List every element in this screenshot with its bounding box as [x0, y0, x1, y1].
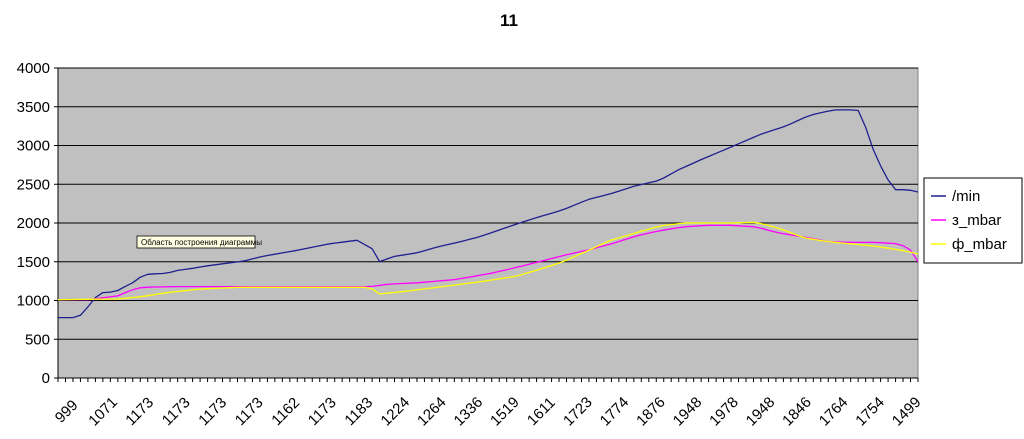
x-tick-label: 1183 [341, 394, 376, 429]
x-tick-label: 1611 [524, 394, 559, 429]
x-axis: 999 1071 1173 1173 1173 1173 1162 1173 1183 1224 1… [52, 377, 925, 430]
y-tick-label: 1500 [17, 254, 50, 271]
legend-label: /min [952, 188, 980, 205]
x-tick-label: 1948 [743, 394, 779, 430]
series-line-2 [57, 221, 919, 301]
x-tick-label: 1499 [889, 394, 925, 430]
x-tick-label: 1071 [85, 394, 121, 430]
x-tick-label: 1173 [305, 394, 340, 429]
y-tick-label: 500 [25, 331, 50, 348]
x-tick-label: 1264 [414, 394, 450, 430]
x-tick-label: 1173 [159, 394, 194, 429]
legend: /min з_mbar ф_mbar [923, 177, 1023, 264]
y-tick-label: 3000 [17, 138, 50, 155]
chart-title: 11 [500, 11, 518, 30]
x-tick-label: 1723 [560, 394, 596, 430]
legend-label: ф_mbar [952, 236, 1007, 253]
series-line-0 [58, 109, 919, 319]
plot-area-tooltip: Область построения диаграммы [136, 235, 262, 249]
x-tick-label: 1978 [706, 394, 742, 430]
x-tick-label: 1173 [195, 394, 230, 429]
y-tick-label: 1000 [17, 293, 50, 310]
tooltip-box [136, 235, 256, 249]
y-axis: 0 500 1000 1500 2000 2500 3000 3500 4000 [17, 60, 59, 387]
x-tick-label: 1162 [268, 394, 303, 429]
x-tick-label: 1519 [487, 394, 523, 430]
x-tick-label: 1774 [597, 394, 633, 430]
y-tick-label: 4000 [17, 60, 50, 77]
x-tick-label: 999 [52, 397, 82, 427]
x-tick-label: 1876 [633, 394, 669, 430]
tooltip-text: Область построения диаграммы [141, 238, 262, 247]
x-tick-label: 1224 [378, 394, 414, 430]
y-tick-label: 2000 [17, 215, 50, 232]
x-tick-label: 1754 [852, 394, 888, 430]
x-tick-label: 1948 [670, 394, 706, 430]
x-tick-label: 1846 [779, 394, 815, 430]
x-tick-label: 1173 [122, 394, 157, 429]
legend-label: з_mbar [952, 212, 1001, 229]
grid-lines [58, 67, 918, 340]
series-lines [57, 109, 919, 319]
x-tick-label: 1764 [816, 394, 852, 430]
y-tick-label: 0 [42, 370, 50, 387]
x-tick-label: 1173 [232, 394, 267, 429]
y-tick-label: 2500 [17, 176, 50, 193]
x-tick-label: 1336 [451, 394, 487, 430]
series-line-1 [58, 224, 919, 301]
y-tick-label: 3500 [17, 99, 50, 116]
